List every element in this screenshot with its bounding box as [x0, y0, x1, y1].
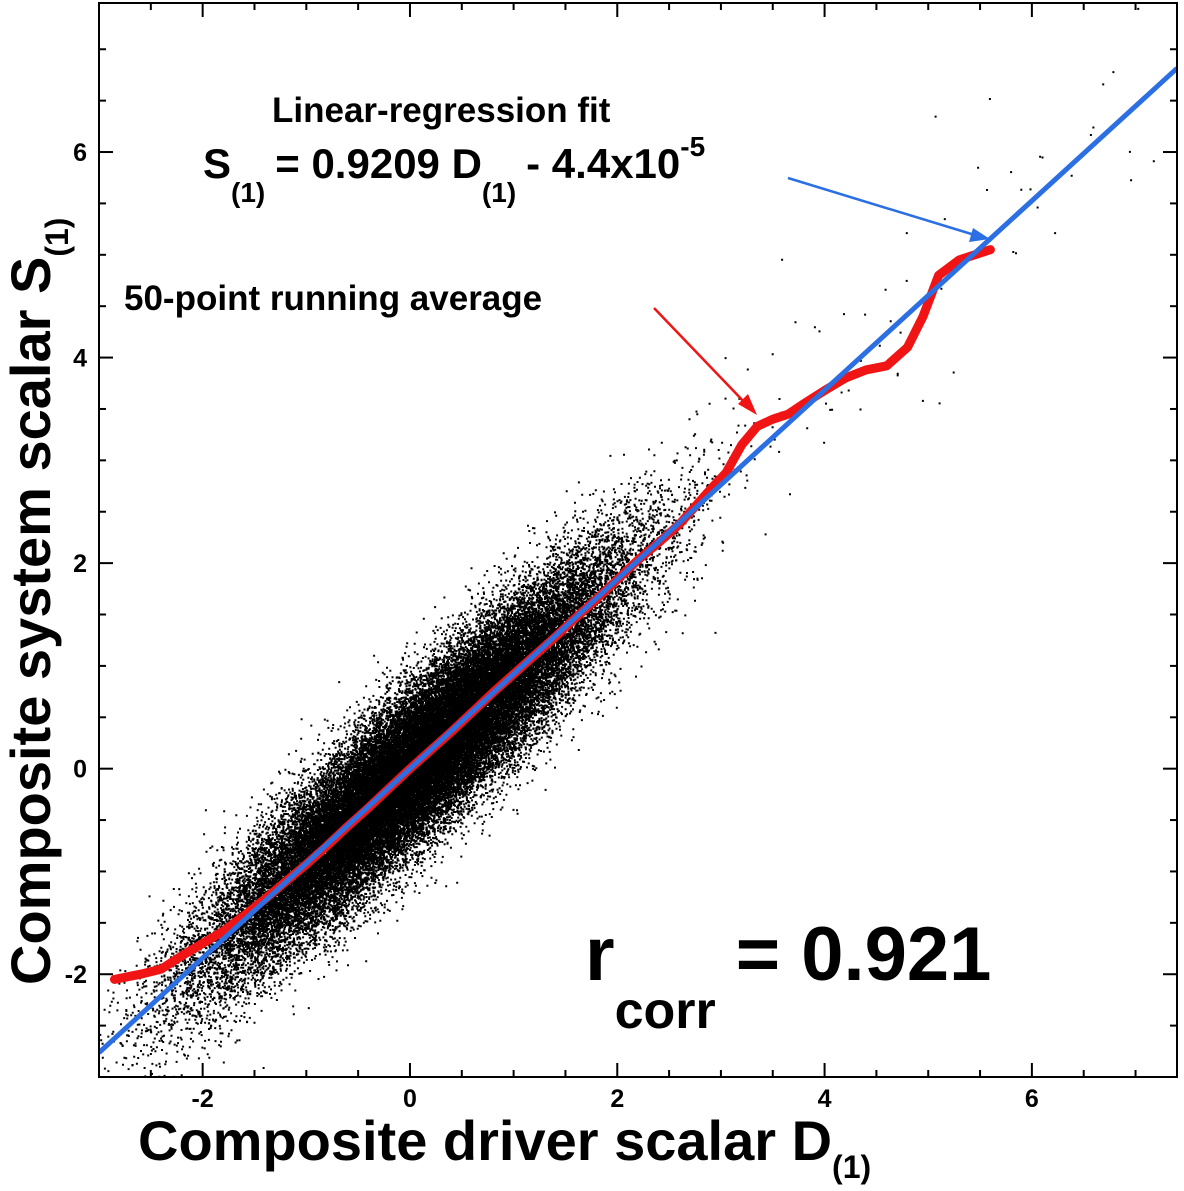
r-sub: corr	[615, 982, 716, 1040]
regression-fit-line	[99, 68, 1177, 1052]
regression-equation: S(1)= 0.9209 D(1)- 4.4x10-5	[203, 131, 705, 208]
y-tick-label: -2	[65, 961, 87, 989]
y-tick-label: 2	[73, 550, 87, 578]
eq-tail: - 4.4x10	[526, 140, 680, 187]
running-average-point	[784, 410, 792, 418]
running-average-point	[862, 366, 870, 374]
x-tick-label: 6	[1025, 1085, 1039, 1113]
x-axis-title-main: Composite driver scalar D	[138, 1109, 832, 1172]
eq-s-sub: (1)	[231, 177, 265, 208]
y-axis-title-sub: (1)	[39, 218, 75, 257]
running-average-arrow	[654, 308, 748, 406]
running-average-point	[753, 422, 761, 430]
correlation-annotation: rcorr = 0.921	[585, 912, 991, 1040]
r-value: = 0.921	[736, 912, 992, 997]
y-tick-label: 4	[73, 345, 87, 373]
regression-fit-series	[99, 68, 1177, 1052]
running-average-label: 50-point running average	[124, 279, 542, 318]
r-letter: r	[585, 912, 615, 997]
running-average-point	[919, 313, 927, 321]
eq-d-sub: (1)	[482, 177, 516, 208]
x-axis-title: Composite driver scalar D(1)	[138, 1109, 871, 1185]
running-average-point	[883, 362, 891, 370]
y-tick-label: 6	[73, 139, 87, 167]
regression-title: Linear-regression fit	[272, 91, 611, 130]
eq-mid: = 0.9209 D	[275, 140, 482, 187]
running-average-point	[904, 343, 912, 351]
eq-s: S	[203, 140, 231, 187]
y-tick-label: 0	[73, 756, 87, 784]
y-axis-title: Composite system scalar S(1)	[0, 218, 75, 985]
eq-exp: -5	[680, 131, 705, 162]
y-axis-title-main: Composite system scalar S	[0, 257, 62, 985]
running-average-point	[986, 246, 994, 254]
regression-arrow	[788, 178, 978, 236]
running-average-point	[935, 271, 943, 279]
running-average-point	[769, 415, 777, 423]
x-axis-title-sub: (1)	[832, 1149, 871, 1185]
